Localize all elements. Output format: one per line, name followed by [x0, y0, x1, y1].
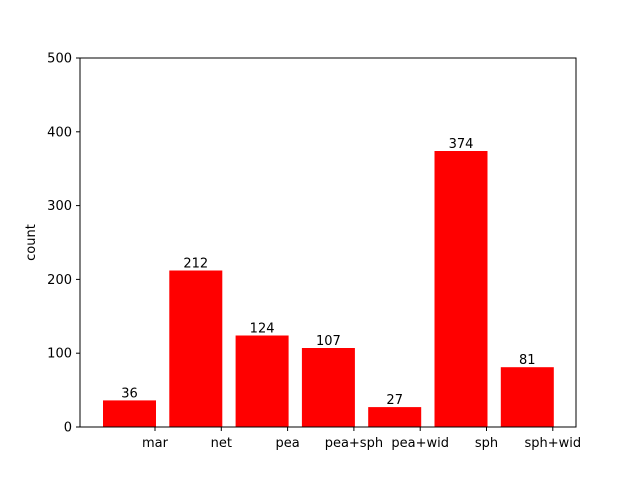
bar-sph+wid — [500, 367, 554, 427]
value-label-net: 212 — [183, 257, 208, 272]
x-tick-label-pea: pea — [275, 436, 299, 451]
bars-layer — [103, 151, 554, 427]
x-tick-label-pea+wid: pea+wid — [391, 436, 449, 451]
bar-pea+sph — [301, 348, 355, 427]
value-label-mar: 36 — [121, 386, 138, 401]
bar-net — [169, 270, 223, 427]
bar-mar — [103, 400, 156, 427]
value-label-pea+sph: 107 — [316, 334, 341, 349]
x-tick-label-sph: sph — [475, 436, 498, 451]
value-labels-layer: 36 212 124 107 27 374 81 — [121, 137, 535, 408]
y-axis: 0 100 200 300 400 500 — [47, 52, 80, 436]
x-axis: mar net pea pea+sph pea+wid sph sph+wid — [142, 427, 581, 451]
x-tick-label-net: net — [211, 436, 232, 451]
plot-frame — [79, 57, 577, 428]
value-label-sph: 374 — [449, 137, 474, 152]
y-tick-label-400: 400 — [47, 125, 72, 140]
y-tick-label-300: 300 — [47, 199, 72, 214]
value-label-pea+wid: 27 — [386, 393, 403, 408]
bar-pea — [235, 335, 289, 427]
y-tick-label-200: 200 — [47, 273, 72, 288]
bar-pea+wid — [368, 407, 422, 427]
x-tick-label-pea+sph: pea+sph — [325, 436, 383, 451]
x-tick-label-sph+wid: sph+wid — [524, 436, 581, 451]
y-axis-label: count — [24, 224, 39, 261]
y-tick-label-0: 0 — [64, 421, 72, 436]
bar-sph — [434, 151, 488, 427]
value-label-pea: 124 — [250, 322, 275, 337]
x-tick-label-mar: mar — [142, 436, 169, 451]
y-tick-label-100: 100 — [47, 347, 72, 362]
value-label-sph+wid: 81 — [519, 353, 536, 368]
y-tick-label-500: 500 — [47, 52, 72, 67]
